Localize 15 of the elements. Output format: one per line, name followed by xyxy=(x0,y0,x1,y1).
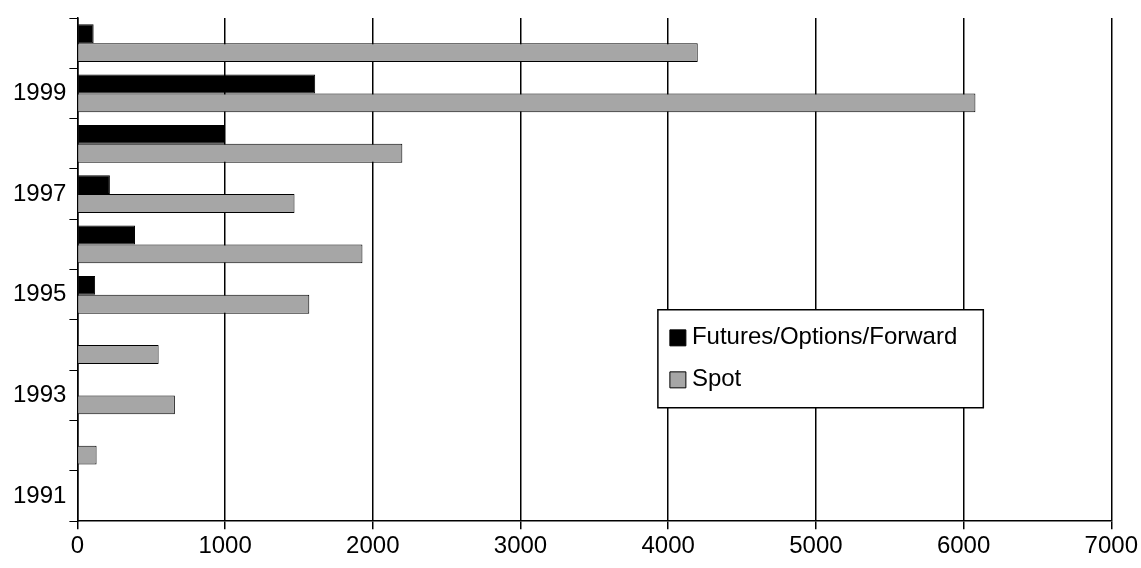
x-tick-label: 0 xyxy=(70,531,85,559)
y-tick-label: 1999 xyxy=(13,78,67,106)
x-tick-label: 6000 xyxy=(936,531,991,559)
x-tick-label: 2000 xyxy=(346,531,400,559)
y-tick-label: 1997 xyxy=(13,178,67,206)
y-tick-label: 1991 xyxy=(13,480,67,508)
x-tick-label: 3000 xyxy=(493,531,548,559)
y-tick-label: 1995 xyxy=(13,279,67,307)
legend-label: Futures/Options/Forward xyxy=(691,322,958,350)
x-tick-label: 1000 xyxy=(198,531,252,559)
x-tick-label: 5000 xyxy=(789,531,843,559)
legend-label: Spot xyxy=(691,364,742,392)
x-tick-label: 7000 xyxy=(1084,531,1138,559)
x-tick-label: 4000 xyxy=(641,531,695,559)
y-tick-label: 1993 xyxy=(13,380,67,408)
